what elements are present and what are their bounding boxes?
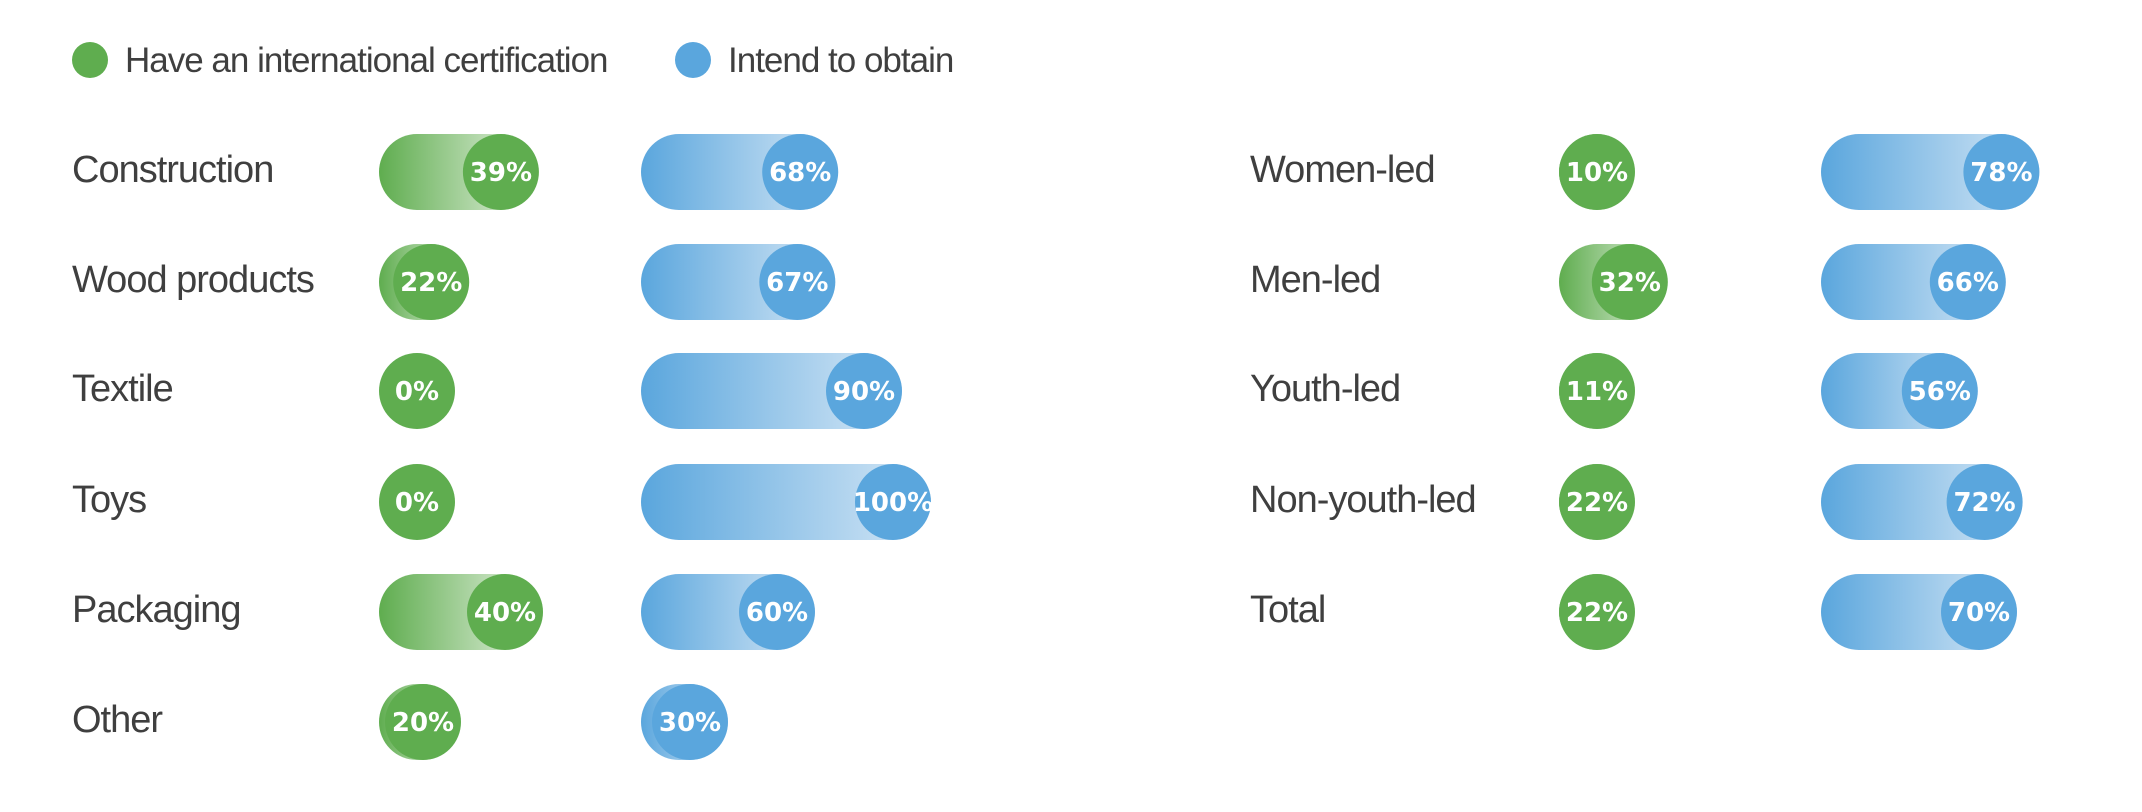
row-textile: Textile 0% 90% bbox=[72, 353, 902, 429]
bar-cap-certified bbox=[1591, 244, 1668, 320]
bar-cap-certified bbox=[467, 574, 543, 650]
value-label-certified: 0% bbox=[395, 377, 439, 407]
bar-cap-intend bbox=[1963, 134, 2040, 210]
value-label-certified: 32% bbox=[1599, 268, 1661, 298]
row-non-youth-led: Non-youth-led 22% 72% bbox=[1250, 464, 2023, 540]
value-label-certified: 10% bbox=[1566, 158, 1628, 188]
chart-panels: Construction 39% 68% Wood products 22% 67% Tex… bbox=[72, 134, 2040, 760]
value-label-certified: 20% bbox=[392, 708, 454, 738]
category-label: Non-youth-led bbox=[1250, 479, 1476, 521]
legend-swatch-intend bbox=[675, 42, 711, 78]
row-wood-products: Wood products 22% 67% bbox=[72, 244, 836, 320]
value-label-certified: 22% bbox=[1566, 488, 1628, 518]
legend-label-intend: Intend to obtain bbox=[728, 41, 953, 80]
value-label-certified: 0% bbox=[395, 488, 439, 518]
row-toys: Toys 0% 100% bbox=[72, 464, 933, 540]
category-label: Packaging bbox=[72, 589, 240, 631]
value-label-intend: 56% bbox=[1909, 377, 1971, 407]
bar-cap-intend bbox=[762, 134, 839, 210]
row-packaging: Packaging 40% 60% bbox=[72, 574, 815, 650]
bar-cap-intend bbox=[652, 684, 728, 760]
value-label-certified: 22% bbox=[400, 268, 462, 298]
value-label-certified: 39% bbox=[470, 158, 532, 188]
bar-cap-intend bbox=[855, 464, 931, 540]
category-label: Total bbox=[1250, 589, 1325, 631]
bar-cap-intend bbox=[826, 353, 902, 429]
panel-2: Women-led 10% 78% Men-led 32% 66% Youth-led 11%… bbox=[1250, 134, 2040, 650]
bar-intend bbox=[641, 464, 931, 540]
bar-certified bbox=[379, 464, 455, 540]
legend: Have an international certification Inten… bbox=[72, 41, 954, 80]
value-label-certified: 11% bbox=[1566, 377, 1628, 407]
value-label-intend: 30% bbox=[659, 708, 721, 738]
value-label-intend: 66% bbox=[1937, 268, 1999, 298]
row-construction: Construction 39% 68% bbox=[72, 134, 839, 210]
value-label-intend: 90% bbox=[833, 377, 895, 407]
bar-cap-intend bbox=[739, 574, 815, 650]
legend-label-certified: Have an international certification bbox=[125, 41, 608, 80]
row-youth-led: Youth-led 11% 56% bbox=[1250, 353, 1978, 429]
category-label: Toys bbox=[72, 479, 146, 521]
category-label: Youth-led bbox=[1250, 368, 1400, 410]
panel-1: Construction 39% 68% Wood products 22% 67% Tex… bbox=[72, 134, 933, 760]
bar-cap-intend bbox=[759, 244, 836, 320]
value-label-intend: 68% bbox=[769, 158, 831, 188]
bar-cap-certified bbox=[462, 134, 539, 210]
bar-cap-certified bbox=[1559, 464, 1635, 540]
bar-cap-intend bbox=[1929, 244, 2006, 320]
value-label-intend: 78% bbox=[1970, 158, 2032, 188]
bar-cap-certified bbox=[393, 244, 470, 320]
bar-cap-certified bbox=[1559, 353, 1635, 429]
value-label-certified: 40% bbox=[474, 598, 536, 628]
bar-cap-intend bbox=[1901, 353, 1978, 429]
value-label-intend: 67% bbox=[766, 268, 828, 298]
value-label-intend: 72% bbox=[1953, 488, 2015, 518]
bar-cap-certified bbox=[1559, 574, 1635, 650]
category-label: Women-led bbox=[1250, 149, 1435, 191]
row-other: Other 20% 30% bbox=[72, 684, 728, 760]
bar-cap-certified bbox=[1559, 134, 1635, 210]
bar-cap-intend bbox=[1946, 464, 2023, 540]
row-women-led: Women-led 10% 78% bbox=[1250, 134, 2040, 210]
legend-swatch-certified bbox=[72, 42, 108, 78]
category-label: Men-led bbox=[1250, 259, 1380, 301]
category-label: Wood products bbox=[72, 259, 314, 301]
bar-cap-intend bbox=[1941, 574, 2017, 650]
value-label-intend: 60% bbox=[746, 598, 808, 628]
value-label-intend: 70% bbox=[1948, 598, 2010, 628]
value-label-certified: 22% bbox=[1566, 598, 1628, 628]
category-label: Construction bbox=[72, 149, 273, 191]
bar-certified bbox=[379, 353, 455, 429]
bar-cap-certified bbox=[385, 684, 461, 760]
category-label: Other bbox=[72, 699, 163, 741]
row-total: Total 22% 70% bbox=[1250, 574, 2017, 650]
category-label: Textile bbox=[72, 368, 173, 410]
row-men-led: Men-led 32% 66% bbox=[1250, 244, 2006, 320]
value-label-intend: 100% bbox=[853, 488, 933, 518]
